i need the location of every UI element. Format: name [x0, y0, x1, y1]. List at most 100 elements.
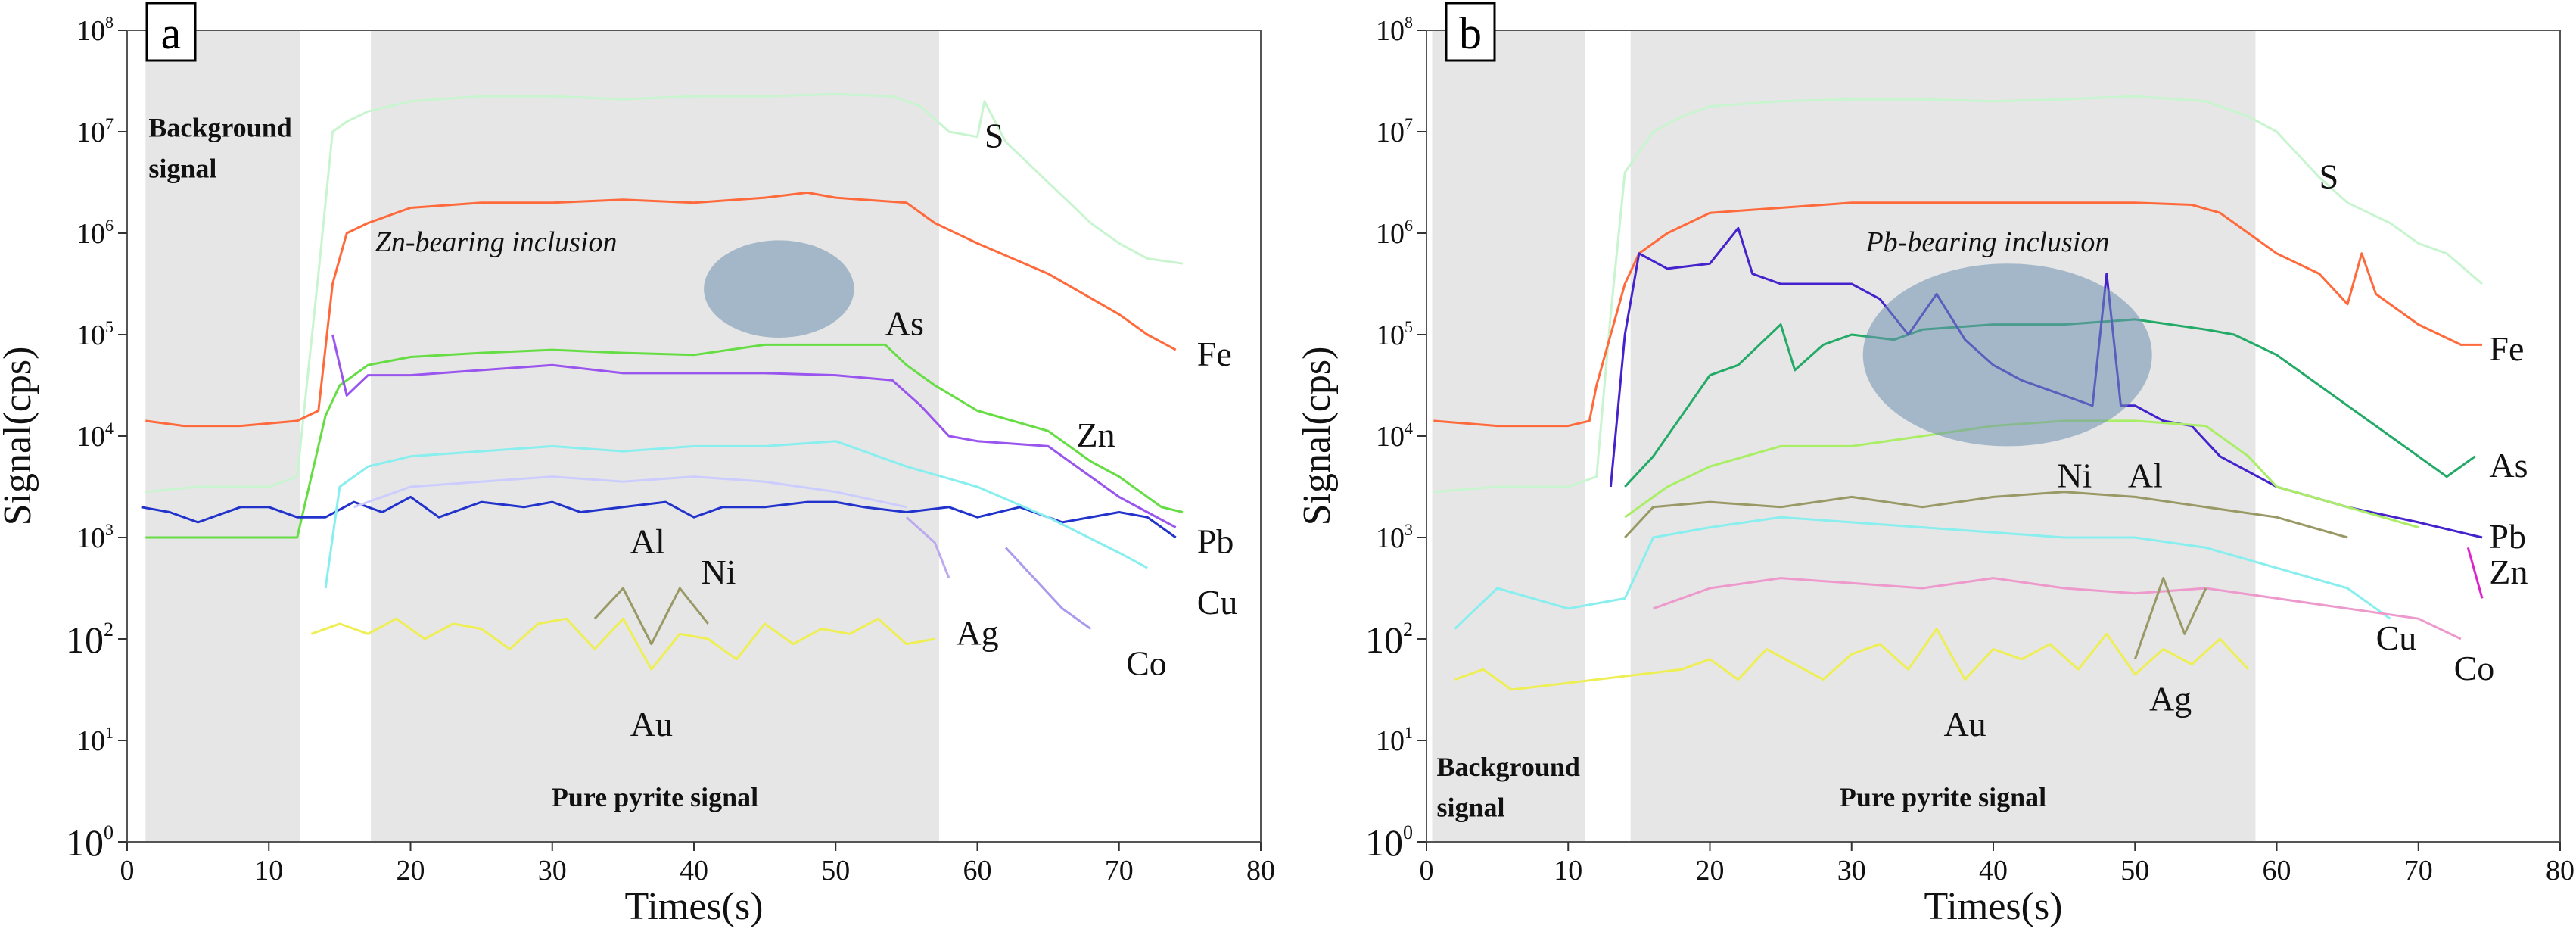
y-tick-label: 107 — [76, 114, 114, 148]
y-tick-label: 108 — [76, 13, 114, 47]
series-label-pb: Pb — [1197, 522, 1234, 561]
y-axis-label: Signal(cps) — [0, 347, 39, 526]
background-region — [145, 30, 300, 842]
x-tick-label: 20 — [1696, 855, 1725, 887]
series-label-ag: Ag — [2149, 679, 2192, 718]
series-line-pb — [141, 495, 1177, 539]
series-line-zn — [331, 334, 1177, 528]
x-tick-label: 50 — [821, 855, 850, 887]
y-tick-label: 104 — [76, 419, 114, 453]
y-tick-label: 106 — [1376, 216, 1413, 250]
series-label-al: Al — [630, 522, 665, 561]
background-region — [1432, 30, 1585, 842]
inclusion-ellipse — [1862, 263, 2152, 447]
x-axis-label: Times(s) — [1924, 885, 2062, 928]
series-label-au: Au — [1943, 705, 1986, 743]
x-tick-label: 40 — [1979, 855, 2008, 887]
series-line-zn — [2466, 547, 2484, 599]
y-tick-label: 100 — [66, 821, 114, 864]
x-tick-label: 70 — [1105, 855, 1134, 887]
series-line-co — [1653, 577, 2462, 640]
x-tick-label: 0 — [1420, 855, 1434, 887]
series-label-as: As — [2489, 446, 2528, 485]
series-line-s — [145, 92, 1184, 494]
x-axis-label: Times(s) — [624, 885, 763, 928]
y-tick-label: 103 — [76, 520, 114, 554]
series-line-ag — [905, 516, 950, 579]
inclusion-label: Zn-bearing inclusion — [375, 226, 618, 258]
y-tick-label: 107 — [1376, 114, 1413, 148]
pure-pyrite-label: Pure pyrite signal — [552, 782, 758, 812]
series-line-ag — [2133, 577, 2207, 660]
panel-label: a — [161, 8, 182, 58]
x-tick-label: 10 — [254, 855, 283, 887]
background-label-line2: signal — [1436, 793, 1504, 823]
y-tick-label: 101 — [1376, 723, 1413, 757]
background-label: Background — [148, 113, 291, 143]
series-label-s: S — [2319, 157, 2339, 195]
inclusion-label: Pb-bearing inclusion — [1865, 226, 2109, 258]
y-tick-label: 102 — [66, 619, 114, 661]
series-line-al — [353, 475, 907, 509]
panel-label-box: a — [145, 2, 197, 62]
series-label-ni: Ni — [701, 553, 736, 591]
x-tick-label: 80 — [1246, 855, 1275, 887]
series-line-au — [310, 617, 935, 671]
x-tick-label: 60 — [2263, 855, 2291, 887]
series-line-ni — [1624, 491, 2348, 539]
x-tick-label: 0 — [120, 855, 135, 887]
series-label-cu: Cu — [1197, 583, 1238, 622]
series-label-ag: Ag — [956, 613, 998, 652]
series-label-zn: Zn — [2489, 553, 2528, 591]
series-label-zn: Zn — [1077, 416, 1115, 454]
series-line-as — [145, 343, 1184, 539]
inclusion-ellipse — [704, 240, 854, 338]
series-line-fe — [145, 191, 1177, 428]
panel-label-box: b — [1445, 2, 1496, 62]
series-line-ni — [593, 587, 709, 646]
series-label-fe: Fe — [1197, 335, 1232, 373]
y-tick-label: 105 — [1376, 317, 1413, 351]
y-tick-label: 101 — [76, 723, 114, 757]
series-label-co: Co — [1126, 644, 1167, 683]
x-tick-label: 50 — [2120, 855, 2149, 887]
x-tick-label: 30 — [1837, 855, 1866, 887]
background-label-line2: signal — [148, 153, 216, 183]
pure-pyrite-label: Pure pyrite signal — [1840, 782, 2046, 812]
series-label-ni: Ni — [2057, 457, 2092, 495]
y-axis-label: Signal(cps) — [1296, 347, 1339, 526]
series-line-au — [1454, 628, 2250, 691]
x-tick-label: 60 — [963, 855, 992, 887]
series-line-fe — [1433, 201, 2482, 428]
y-tick-label: 102 — [1365, 619, 1413, 661]
series-label-co: Co — [2454, 649, 2495, 687]
panel-a: Zn-bearing inclusion S Fe As Zn Pb Cu Al Ag Co Ni… — [0, 2, 1275, 928]
x-tick-label: 80 — [2546, 855, 2574, 887]
series-line-co — [1004, 547, 1092, 630]
series-label-au: Au — [630, 705, 673, 743]
y-tick-label: 103 — [1376, 520, 1413, 554]
series-label-al: Al — [2128, 457, 2163, 495]
x-tick-label: 20 — [397, 855, 425, 887]
y-tick-label: 105 — [76, 317, 114, 351]
x-tick-label: 40 — [680, 855, 708, 887]
series-label-as: As — [885, 304, 924, 343]
pure-pyrite-region — [371, 30, 939, 842]
x-tick-label: 30 — [538, 855, 567, 887]
series-label-pb: Pb — [2489, 517, 2526, 556]
panel-label: b — [1459, 8, 1482, 58]
y-tick-label: 100 — [1365, 821, 1413, 864]
series-label-fe: Fe — [2489, 329, 2524, 368]
series-label-cu: Cu — [2376, 619, 2417, 657]
series-line-cu — [324, 440, 1148, 589]
y-tick-label: 104 — [1376, 419, 1413, 453]
x-tick-label: 10 — [1554, 855, 1582, 887]
series-label-s: S — [985, 117, 1004, 155]
y-tick-label: 108 — [1376, 13, 1413, 47]
series-line-cu — [1454, 516, 2391, 630]
background-label: Background — [1436, 752, 1579, 782]
x-tick-label: 70 — [2404, 855, 2433, 887]
y-tick-label: 106 — [76, 216, 114, 250]
